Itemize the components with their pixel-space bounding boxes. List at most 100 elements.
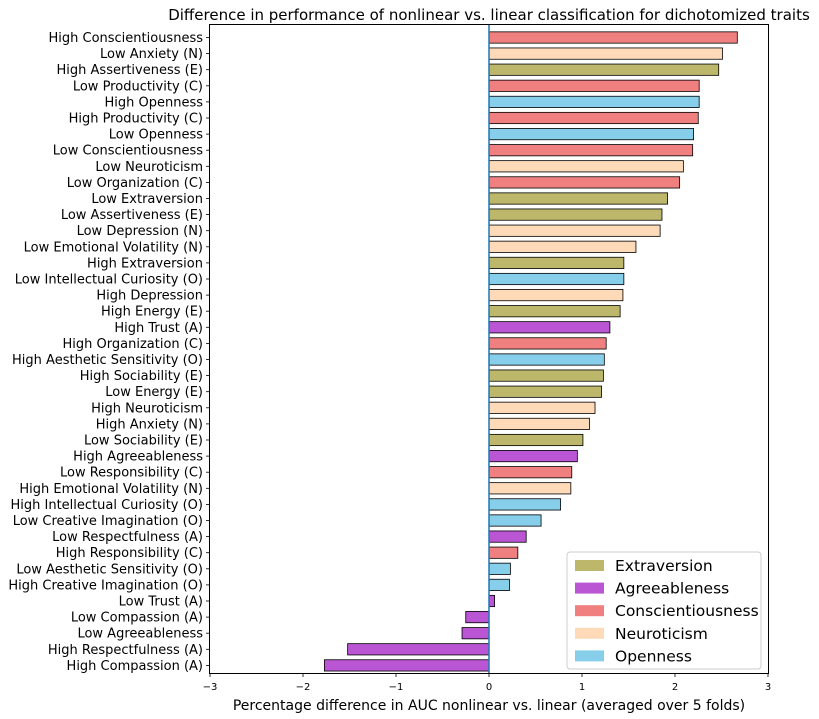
bar: [488, 256, 625, 269]
category-label: High Energy (E): [101, 305, 203, 320]
legend-label: Conscientiousness: [615, 602, 759, 620]
legend-label: Agreeableness: [615, 580, 729, 598]
category-label: Low Creative Imagination (O): [13, 514, 203, 529]
bar: [323, 659, 490, 672]
category-label: Low Energy (E): [105, 385, 203, 400]
x-tick-label: 1: [579, 682, 585, 693]
x-axis-title: Percentage difference in AUC nonlinear v…: [233, 698, 745, 714]
bar: [488, 208, 663, 221]
bar: [488, 369, 604, 382]
category-label: Low Assertiveness (E): [61, 208, 203, 223]
bar: [488, 111, 699, 125]
x-tick-label: −1: [389, 682, 404, 693]
bar: [488, 546, 519, 559]
category-label: Low Respectfulness (A): [52, 530, 203, 545]
bar: [488, 289, 624, 302]
bar: [488, 79, 700, 92]
category-label: High Extraversion: [87, 256, 203, 271]
legend-label: Openness: [615, 647, 692, 665]
category-label: High Depression: [96, 289, 203, 304]
bar: [488, 192, 668, 205]
category-label: Low Extraversion: [91, 192, 203, 207]
bar: [488, 128, 695, 141]
bar: [488, 337, 607, 350]
legend-swatch: [575, 560, 604, 571]
x-tick-label: −3: [203, 682, 218, 693]
legend-label: Neuroticism: [615, 625, 708, 643]
bar: [488, 95, 700, 108]
bar: [488, 224, 661, 237]
legend: Extraversion Agreeableness Conscientiousne…: [566, 551, 762, 670]
x-axis-ticks: −3 −2 −1 0 1 2 3: [203, 673, 771, 693]
category-label: High Sociability (E): [80, 369, 203, 384]
bar: [488, 594, 495, 608]
category-label: High Trust (A): [114, 321, 203, 336]
category-label: Low Depression (N): [77, 224, 203, 239]
bar: [488, 514, 542, 527]
x-tick-label: 0: [486, 682, 492, 693]
category-label: Low Aesthetic Sensitivity (O): [16, 562, 203, 577]
bar: [488, 417, 590, 430]
category-label: Low Conscientiousness: [53, 144, 203, 159]
category-label: Low Emotional Volatility (N): [24, 240, 203, 255]
category-label: High Neuroticism: [91, 401, 203, 416]
bar: [488, 466, 573, 479]
bar: [488, 240, 637, 253]
category-label: Low Intellectual Curiosity (O): [15, 273, 203, 288]
x-tick-label: 3: [765, 682, 771, 693]
bar: [488, 482, 572, 495]
category-label: Low Organization (C): [67, 176, 203, 191]
bar: [488, 31, 738, 44]
legend-frame: [566, 551, 762, 670]
category-label: High Openness: [104, 95, 203, 110]
bar: [488, 63, 720, 76]
bar: [488, 321, 611, 334]
bar: [488, 272, 625, 286]
bar: [488, 385, 602, 398]
legend-label: Extraversion: [615, 557, 713, 575]
bar: [488, 401, 596, 414]
category-label: High Compassion (A): [67, 659, 203, 674]
category-label: Low Anxiety (N): [100, 47, 203, 62]
category-label: High Anxiety (N): [96, 417, 203, 432]
bar: [488, 176, 681, 189]
bar: [488, 160, 684, 173]
category-label: Low Openness: [109, 128, 203, 143]
x-tick-label: 2: [672, 682, 678, 693]
legend-swatch: [575, 627, 604, 639]
category-label: High Agreeableness: [73, 450, 203, 465]
legend-swatch: [575, 605, 604, 617]
category-label: High Intellectual Curiosity (O): [10, 498, 203, 513]
category-label: High Assertiveness (E): [57, 63, 203, 78]
chart-title: Difference in performance of nonlinear v…: [168, 6, 810, 24]
category-label: Low Responsibility (C): [60, 466, 203, 481]
bar: [488, 433, 584, 447]
bar: [488, 353, 605, 366]
bar: [488, 450, 578, 463]
bar: [488, 144, 694, 157]
bar: [488, 578, 510, 591]
category-label: Low Compassion (A): [71, 611, 203, 626]
category-label: High Organization (C): [63, 337, 203, 352]
bar: [461, 627, 490, 640]
category-label: Low Trust (A): [119, 595, 203, 610]
bar: [488, 562, 511, 575]
bar: [488, 498, 562, 511]
category-label: Low Sociability (E): [84, 434, 203, 449]
x-tick-label: −2: [296, 682, 311, 693]
category-label: Low Neuroticism: [95, 160, 203, 175]
bar: [347, 643, 490, 656]
category-label: High Productivity (C): [69, 112, 203, 127]
bar: [488, 305, 621, 318]
category-label: High Creative Imagination (O): [8, 578, 203, 593]
legend-swatch: [575, 582, 604, 594]
category-label: High Responsibility (C): [56, 546, 203, 561]
category-label: Low Agreeableness: [77, 627, 203, 642]
category-label: High Emotional Volatility (N): [19, 482, 203, 497]
category-label: High Conscientiousness: [48, 31, 203, 46]
bar: [488, 47, 723, 60]
category-label: High Aesthetic Sensitivity (O): [12, 353, 203, 368]
